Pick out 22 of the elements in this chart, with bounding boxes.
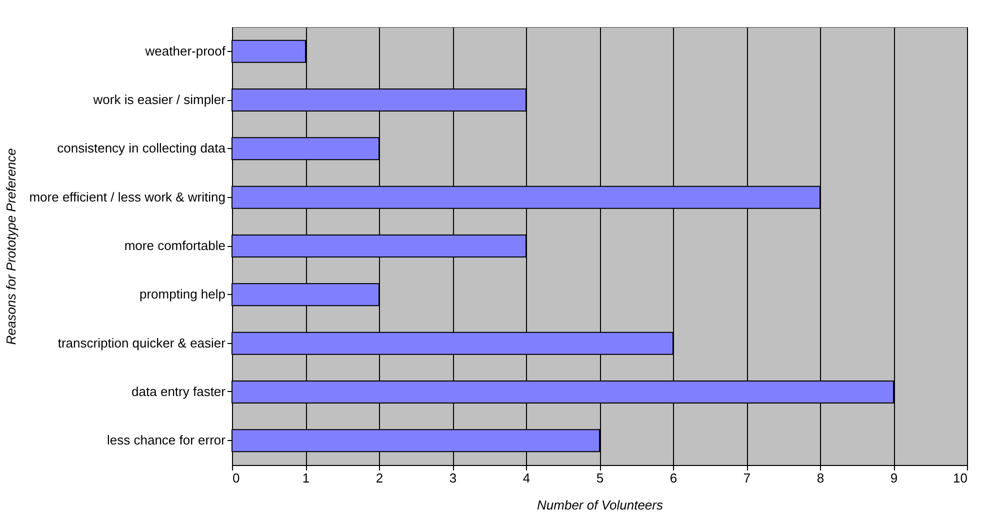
y-tick-label: transcription quicker & easier xyxy=(58,335,226,350)
x-tick-label: 10 xyxy=(953,470,968,486)
x-tick-label: 7 xyxy=(743,470,751,486)
y-tick-label: work is easier / simpler xyxy=(92,92,226,107)
x-tick-label: 3 xyxy=(449,470,457,486)
x-tick-label: 5 xyxy=(596,470,604,486)
x-tick-label: 6 xyxy=(670,470,678,486)
x-tick-label: 2 xyxy=(376,470,384,486)
y-tick-label: prompting help xyxy=(140,286,226,302)
x-tick-label: 8 xyxy=(816,470,824,486)
x-tick-label: 0 xyxy=(232,470,240,486)
x-tick-label: 9 xyxy=(890,470,898,486)
x-tick-label: 1 xyxy=(302,470,310,486)
y-tick-label: data entry faster xyxy=(132,384,226,399)
y-tick-label: more efficient / less work & writing xyxy=(29,189,226,204)
y-tick-label: consistency in collecting data xyxy=(57,140,226,156)
y-tick-label: more comfortable xyxy=(124,238,226,253)
y-tick-label: weather-proof xyxy=(144,43,226,58)
y-axis-title: Reasons for Prototype Preference xyxy=(4,148,18,345)
y-tick-label: less chance for error xyxy=(107,432,226,448)
x-tick-label: 4 xyxy=(522,470,530,486)
x-axis-title: Number of Volunteers xyxy=(537,498,664,512)
